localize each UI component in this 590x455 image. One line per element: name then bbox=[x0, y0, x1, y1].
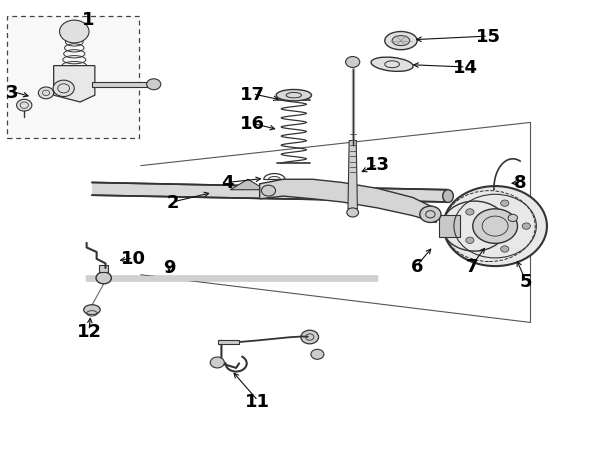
Text: 9: 9 bbox=[163, 258, 175, 276]
Ellipse shape bbox=[442, 190, 453, 203]
Ellipse shape bbox=[385, 32, 417, 51]
Circle shape bbox=[53, 81, 74, 97]
Polygon shape bbox=[99, 266, 109, 273]
Circle shape bbox=[60, 21, 89, 44]
Polygon shape bbox=[348, 142, 358, 209]
Circle shape bbox=[508, 215, 517, 222]
Circle shape bbox=[301, 330, 319, 344]
Ellipse shape bbox=[371, 58, 413, 72]
Text: 1: 1 bbox=[81, 11, 94, 29]
Circle shape bbox=[96, 273, 112, 284]
Polygon shape bbox=[92, 82, 154, 88]
Text: 13: 13 bbox=[365, 156, 390, 174]
Circle shape bbox=[420, 207, 441, 223]
Circle shape bbox=[501, 246, 509, 253]
Circle shape bbox=[443, 187, 547, 267]
Ellipse shape bbox=[84, 305, 100, 315]
Text: 11: 11 bbox=[245, 392, 270, 410]
Text: 3: 3 bbox=[6, 83, 19, 101]
Polygon shape bbox=[230, 180, 266, 190]
Circle shape bbox=[210, 357, 224, 368]
Polygon shape bbox=[260, 180, 436, 223]
Circle shape bbox=[501, 201, 509, 207]
Circle shape bbox=[261, 186, 276, 197]
Text: 17: 17 bbox=[240, 86, 265, 104]
Circle shape bbox=[466, 238, 474, 244]
Text: 10: 10 bbox=[120, 249, 146, 268]
Text: 7: 7 bbox=[466, 257, 478, 275]
Text: 6: 6 bbox=[411, 257, 423, 275]
Text: 14: 14 bbox=[453, 59, 478, 77]
Circle shape bbox=[147, 80, 161, 91]
Bar bbox=[6, 16, 139, 139]
Text: 12: 12 bbox=[77, 322, 101, 340]
Text: 2: 2 bbox=[166, 193, 179, 212]
Circle shape bbox=[522, 223, 530, 230]
Circle shape bbox=[38, 88, 54, 100]
Circle shape bbox=[346, 57, 360, 68]
Circle shape bbox=[311, 349, 324, 359]
Text: 16: 16 bbox=[240, 115, 265, 133]
Polygon shape bbox=[439, 215, 460, 238]
Circle shape bbox=[473, 209, 517, 244]
Text: 5: 5 bbox=[519, 272, 532, 290]
Circle shape bbox=[347, 208, 359, 217]
Circle shape bbox=[466, 209, 474, 216]
Polygon shape bbox=[54, 66, 95, 103]
Text: 15: 15 bbox=[476, 28, 500, 46]
Polygon shape bbox=[92, 183, 448, 202]
Ellipse shape bbox=[392, 36, 410, 46]
Text: 4: 4 bbox=[221, 174, 234, 192]
Text: 8: 8 bbox=[513, 174, 526, 192]
Polygon shape bbox=[218, 340, 239, 344]
Circle shape bbox=[17, 100, 32, 112]
Ellipse shape bbox=[276, 90, 312, 101]
